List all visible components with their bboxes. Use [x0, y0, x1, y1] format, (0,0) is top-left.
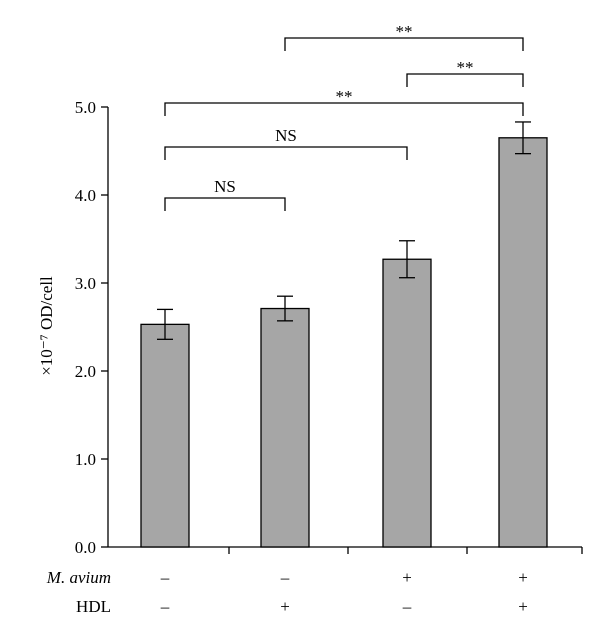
y-tick-label: 3.0 — [75, 274, 96, 293]
condition-table: M. avium – – + + HDL – + – + — [46, 568, 528, 616]
significance-label: NS — [214, 177, 236, 196]
significance-label: NS — [275, 126, 297, 145]
significance-bracket — [284, 37, 524, 51]
y-tick-label: 0.0 — [75, 538, 96, 557]
significance-bracket — [164, 102, 524, 116]
bar — [140, 323, 190, 548]
significance-bracket — [164, 197, 286, 211]
condition-value: + — [518, 568, 528, 587]
significance-label: ** — [396, 22, 413, 41]
bar — [498, 137, 548, 548]
condition-value: – — [280, 568, 290, 587]
significance-label: ** — [457, 58, 474, 77]
significance-label: ** — [336, 87, 353, 106]
condition-value: + — [518, 597, 528, 616]
bar — [382, 258, 432, 548]
y-axis-label: ×10⁻⁷ OD/cell — [37, 276, 56, 376]
y-tick-label: 4.0 — [75, 186, 96, 205]
condition-value: – — [160, 568, 170, 587]
condition-value: + — [280, 597, 290, 616]
y-tick-label: 5.0 — [75, 98, 96, 117]
y-tick-label: 1.0 — [75, 450, 96, 469]
condition-value: + — [402, 568, 412, 587]
condition-value: – — [160, 597, 170, 616]
significance-bracket — [406, 73, 524, 87]
significance-brackets: NS NS ** ** ** — [164, 22, 524, 211]
bars — [140, 121, 548, 548]
condition-value: – — [402, 597, 412, 616]
y-tick-label: 2.0 — [75, 362, 96, 381]
condition-label: M. avium — [46, 568, 111, 587]
bar — [260, 307, 310, 548]
condition-label: HDL — [76, 597, 111, 616]
significance-bracket — [164, 146, 408, 160]
